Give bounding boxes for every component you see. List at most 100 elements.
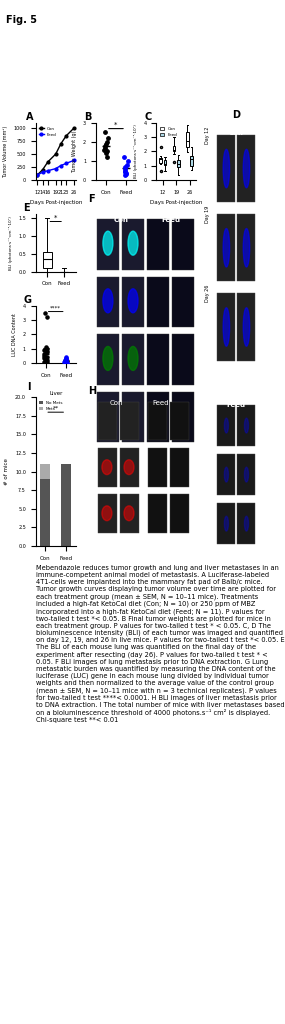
FancyBboxPatch shape <box>97 335 119 385</box>
Circle shape <box>245 467 249 482</box>
Text: I: I <box>28 382 31 392</box>
Point <box>63 352 68 369</box>
Bar <box>62 464 71 546</box>
Feed <box>46 165 50 177</box>
Point <box>65 355 70 372</box>
Text: Day 12: Day 12 <box>205 126 210 143</box>
Y-axis label: # of mice: # of mice <box>5 458 9 485</box>
Point <box>45 343 50 359</box>
PathPatch shape <box>186 132 189 146</box>
Con <box>46 156 50 168</box>
FancyBboxPatch shape <box>97 392 119 442</box>
FancyBboxPatch shape <box>217 135 235 202</box>
Point <box>123 166 128 182</box>
Point <box>42 350 47 367</box>
Text: Feed: Feed <box>227 401 246 408</box>
Text: Con: Con <box>113 217 129 223</box>
Circle shape <box>124 506 134 520</box>
Y-axis label: BLI (photons·s⁻¹·cm⁻²·10⁷): BLI (photons·s⁻¹·cm⁻²·10⁷) <box>134 125 138 178</box>
FancyBboxPatch shape <box>120 447 139 486</box>
FancyBboxPatch shape <box>122 276 144 328</box>
Point <box>64 355 69 372</box>
Point <box>41 353 46 370</box>
Point <box>123 161 127 177</box>
Text: G: G <box>24 295 32 305</box>
FancyBboxPatch shape <box>147 392 169 442</box>
Circle shape <box>243 228 250 267</box>
PathPatch shape <box>164 160 166 165</box>
Point <box>102 141 106 158</box>
FancyBboxPatch shape <box>147 276 169 328</box>
Point <box>64 354 68 371</box>
Con <box>54 147 57 160</box>
FancyBboxPatch shape <box>237 404 255 446</box>
Title: Liver: Liver <box>49 390 62 395</box>
FancyBboxPatch shape <box>148 494 167 532</box>
Point <box>123 164 127 180</box>
Text: Mebendazole reduces tumor growth and lung and liver metastases in an immune-comp: Mebendazole reduces tumor growth and lun… <box>36 565 284 723</box>
FancyBboxPatch shape <box>97 276 119 328</box>
FancyBboxPatch shape <box>122 335 144 385</box>
Circle shape <box>102 460 112 474</box>
Point <box>62 354 67 371</box>
FancyBboxPatch shape <box>98 401 117 440</box>
Point <box>104 145 109 162</box>
Point <box>44 339 48 355</box>
Text: E: E <box>24 204 30 213</box>
Circle shape <box>124 460 134 474</box>
Point <box>64 350 68 367</box>
FancyBboxPatch shape <box>148 401 167 440</box>
Point <box>105 130 110 146</box>
Y-axis label: LUC DNA Content: LUC DNA Content <box>12 313 17 356</box>
FancyBboxPatch shape <box>122 392 144 442</box>
Circle shape <box>245 418 249 433</box>
Line: Con: Con <box>36 127 75 176</box>
Bar <box>40 479 50 546</box>
Point <box>105 150 109 166</box>
Point <box>42 348 47 365</box>
Line: Feed: Feed <box>36 159 75 176</box>
Circle shape <box>223 150 230 187</box>
FancyBboxPatch shape <box>217 503 235 545</box>
Point <box>124 165 128 181</box>
Point <box>104 135 109 152</box>
Point <box>64 351 68 368</box>
Point <box>102 139 107 156</box>
FancyBboxPatch shape <box>148 447 167 486</box>
Point <box>123 163 127 179</box>
PathPatch shape <box>43 252 52 268</box>
FancyBboxPatch shape <box>217 214 235 282</box>
Text: *: * <box>114 122 118 128</box>
Circle shape <box>128 231 138 255</box>
Point <box>44 354 49 371</box>
Point <box>44 349 49 366</box>
Text: *: * <box>54 215 57 221</box>
Point <box>64 353 69 370</box>
FancyBboxPatch shape <box>170 401 189 440</box>
Feed <box>54 163 57 175</box>
Circle shape <box>224 467 228 482</box>
FancyBboxPatch shape <box>237 503 255 545</box>
Point <box>103 124 108 140</box>
Text: B: B <box>84 112 91 122</box>
FancyBboxPatch shape <box>98 447 117 486</box>
Feed <box>64 158 68 170</box>
FancyBboxPatch shape <box>120 401 139 440</box>
Text: ****: **** <box>50 306 61 311</box>
Bar <box>40 464 50 479</box>
Point <box>105 143 110 160</box>
Point <box>123 159 127 175</box>
Legend: Con, Feed: Con, Feed <box>38 125 58 138</box>
FancyBboxPatch shape <box>172 219 194 269</box>
Point <box>64 350 69 367</box>
Feed <box>72 155 76 167</box>
FancyBboxPatch shape <box>98 494 117 532</box>
Text: H: H <box>88 386 96 396</box>
Circle shape <box>102 506 112 520</box>
Point <box>45 341 49 357</box>
Point <box>44 309 49 326</box>
Text: D: D <box>233 110 241 120</box>
Text: Con: Con <box>109 400 123 407</box>
Con <box>41 164 44 176</box>
Text: Fig. 5: Fig. 5 <box>6 15 37 26</box>
